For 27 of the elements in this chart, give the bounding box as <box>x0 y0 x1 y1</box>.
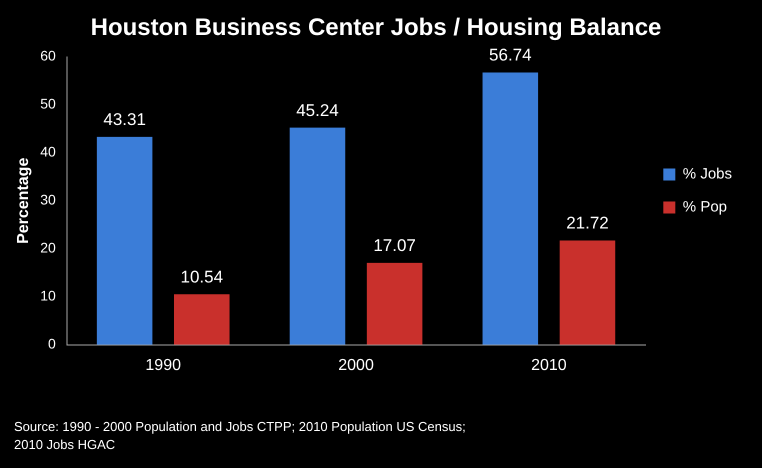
x-tick-label: 2010 <box>531 356 567 374</box>
x-tick-label: 1990 <box>145 356 182 374</box>
data-label: 17.07 <box>373 236 416 256</box>
y-axis-title: Percentage <box>15 158 32 244</box>
y-tick-label: 60 <box>40 48 56 64</box>
y-tick-label: 30 <box>40 192 56 208</box>
data-label: 10.54 <box>180 267 224 286</box>
x-tick-label: 2000 <box>338 356 374 374</box>
chart-title: Houston Business Center Jobs / Housing Balance <box>90 14 662 42</box>
data-label: 45.24 <box>296 100 339 120</box>
bar <box>290 128 346 345</box>
source-note: Source: 1990 - 2000 Population and Jobs CTPP; 2010 Population US Census; 2010 Jobs HGAC <box>14 418 467 454</box>
bar <box>96 136 152 345</box>
y-tick-label: 10 <box>40 288 56 304</box>
bar <box>174 294 230 345</box>
y-tick-label: 0 <box>48 336 56 352</box>
legend-label: % Pop <box>682 198 728 216</box>
bar <box>482 72 538 345</box>
legend-label: % Jobs <box>682 166 732 183</box>
data-label: 43.31 <box>103 110 146 130</box>
y-tick-label: 50 <box>40 96 56 112</box>
y-tick-label: 40 <box>40 144 56 160</box>
bar <box>366 262 422 345</box>
data-label: 56.74 <box>489 46 532 65</box>
y-tick-label: 20 <box>40 240 56 256</box>
bar <box>560 240 616 345</box>
data-label: 21.72 <box>566 214 609 233</box>
